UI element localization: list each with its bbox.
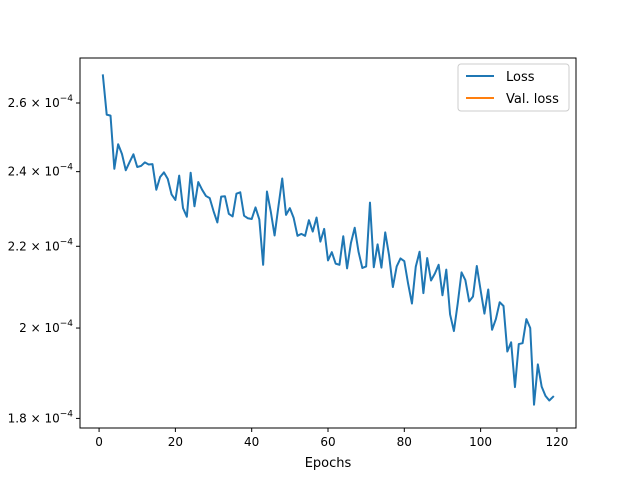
y-tick-label: 2 × 10−4 [19, 319, 73, 335]
y-tick-base: 10 [44, 96, 59, 110]
y-tick-base: 10 [44, 239, 59, 253]
x-tick-label: 40 [244, 435, 259, 449]
y-tick-label: 2.2 × 10−4 [8, 237, 74, 253]
series-layer [101, 74, 555, 406]
y-tick-label: 1.8 × 10−4 [8, 409, 74, 425]
legend: Loss Val. loss [457, 63, 570, 112]
y-tick-exponent: −4 [60, 237, 74, 247]
y-tick-times: × [31, 165, 45, 179]
series-line-loss [101, 74, 555, 406]
x-tick-label: 120 [545, 435, 568, 449]
x-tick-label: 60 [320, 435, 335, 449]
x-axis-label: Epochs [305, 456, 352, 471]
y-tick-times: × [31, 321, 45, 335]
y-tick-label: 2.4 × 10−4 [8, 163, 74, 179]
y-tick-mantissa: 1.8 [8, 411, 31, 425]
y-tick-times: × [31, 96, 45, 110]
axes-frame [79, 57, 577, 429]
x-axis-ticks: 0 20 40 60 80 100 120 [95, 428, 568, 449]
y-tick-times: × [31, 411, 45, 425]
legend-label-val-loss: Val. loss [506, 92, 559, 107]
y-tick-exponent: −4 [60, 319, 74, 329]
x-tick-label: 80 [397, 435, 412, 449]
y-tick-mantissa: 2.6 [8, 96, 31, 110]
y-tick-base: 10 [44, 411, 59, 425]
y-tick-base: 10 [44, 165, 59, 179]
y-tick-exponent: −4 [60, 409, 74, 419]
legend-label-loss: Loss [506, 70, 535, 85]
y-tick-label: 2.6 × 10−4 [8, 94, 74, 110]
y-tick-mantissa: 2 [19, 321, 30, 335]
y-tick-exponent: −4 [60, 94, 74, 104]
y-tick-base: 10 [44, 321, 59, 335]
y-tick-mantissa: 2.4 [8, 165, 31, 179]
x-tick-label: 20 [168, 435, 183, 449]
y-tick-times: × [31, 239, 45, 253]
y-axis-ticks: 1.8 × 10−42 × 10−42.2 × 10−42.4 × 10−42.… [8, 94, 80, 425]
x-tick-label: 100 [469, 435, 492, 449]
y-tick-mantissa: 2.2 [8, 239, 31, 253]
x-tick-label: 0 [95, 435, 103, 449]
y-tick-exponent: −4 [60, 163, 74, 173]
